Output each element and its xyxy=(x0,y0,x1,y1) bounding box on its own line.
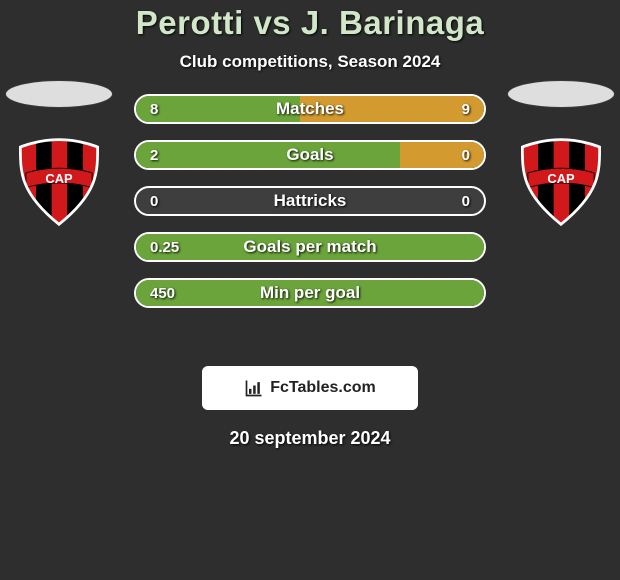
club-badge-left: CAP xyxy=(13,136,105,228)
content-wrapper: Perotti vs J. Barinaga Club competitions… xyxy=(0,0,620,449)
comparison-subtitle: Club competitions, Season 2024 xyxy=(0,52,620,72)
badge-text: CAP xyxy=(45,171,73,186)
stat-label: Hattricks xyxy=(136,188,484,214)
attribution-badge: FcTables.com xyxy=(202,366,418,410)
comparison-title: Perotti vs J. Barinaga xyxy=(0,4,620,42)
stats-list: 89Matches 20Goals 00Hattricks 0.25Goals per… xyxy=(134,94,486,308)
shield-icon: CAP xyxy=(515,136,607,228)
shield-icon: CAP xyxy=(13,136,105,228)
footer-date: 20 september 2024 xyxy=(0,428,620,449)
stat-row: 0.25Goals per match xyxy=(134,232,486,262)
left-player-column: CAP xyxy=(4,80,114,228)
attribution-text: FcTables.com xyxy=(270,379,376,397)
bar-chart-icon xyxy=(244,378,264,398)
right-player-column: CAP xyxy=(506,80,616,228)
club-badge-right: CAP xyxy=(515,136,607,228)
player-placeholder-ellipse xyxy=(507,80,615,108)
stat-label: Matches xyxy=(136,96,484,122)
stat-row: 00Hattricks xyxy=(134,186,486,216)
stat-row: 89Matches xyxy=(134,94,486,124)
player-placeholder-ellipse xyxy=(5,80,113,108)
stat-label: Goals xyxy=(136,142,484,168)
stat-row: 20Goals xyxy=(134,140,486,170)
stat-row: 450Min per goal xyxy=(134,278,486,308)
stat-label: Goals per match xyxy=(136,234,484,260)
stat-label: Min per goal xyxy=(136,280,484,306)
badge-text: CAP xyxy=(547,171,575,186)
comparison-area: CAP CAP xyxy=(0,94,620,344)
